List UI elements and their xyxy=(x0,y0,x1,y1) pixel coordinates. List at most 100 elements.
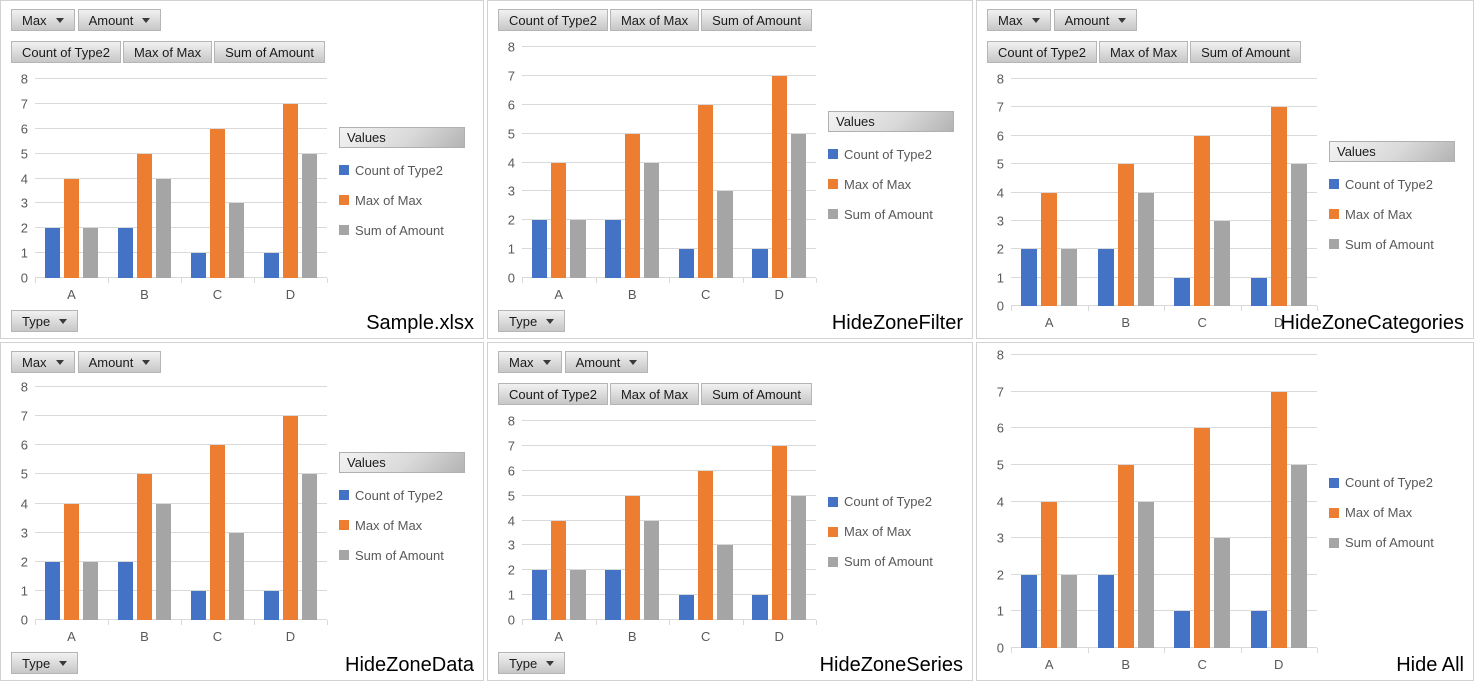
y-axis-tick-label: 4 xyxy=(996,494,1004,509)
bar-max-of-max-a xyxy=(1041,501,1058,648)
bar-count-of-type2-c xyxy=(678,249,695,278)
field-button-count-of-type2[interactable]: Count of Type2 xyxy=(498,9,608,31)
bar-count-of-type2-d xyxy=(752,595,768,620)
legend-item-count-of-type2: Count of Type2 xyxy=(339,488,473,503)
type-field-button-label: Type xyxy=(22,313,51,329)
y-axis-tick-label: 2 xyxy=(507,562,515,578)
x-axis-category-label: A xyxy=(67,629,76,644)
field-button-count-of-type2-label: Count of Type2 xyxy=(509,386,597,402)
legend-item-max-of-max: Max of Max xyxy=(828,524,962,539)
category-group-a xyxy=(1011,79,1088,306)
y-axis-tick-label: 8 xyxy=(507,413,515,429)
legend-swatch-icon xyxy=(339,195,349,205)
field-button-max-of-max-label: Max of Max xyxy=(133,44,202,60)
y-axis-tick-label: 7 xyxy=(996,384,1004,400)
field-button-sum-of-amount-label: Sum of Amount xyxy=(712,386,802,402)
field-button-max-of-max[interactable]: Max of Max xyxy=(609,383,700,405)
gridline xyxy=(35,415,327,417)
bar-max-of-max-d xyxy=(282,103,299,278)
gridline xyxy=(522,619,816,620)
legend-swatch-icon xyxy=(1329,209,1339,219)
legend-item-sum-of-amount: Sum of Amount xyxy=(339,223,473,238)
field-button-max-of-max-label: Max of Max xyxy=(620,386,689,402)
bar-chart: 0 1 2 3 4 5 6 7 8 A B C D xyxy=(11,73,335,304)
filter-button-amount[interactable]: Amount xyxy=(77,9,162,31)
dropdown-arrow-icon xyxy=(142,17,151,23)
bar-count-of-type2-d xyxy=(1250,277,1267,306)
filter-button-amount[interactable]: Amount xyxy=(1053,9,1138,31)
y-axis-tick-label: 8 xyxy=(996,347,1004,363)
gridline xyxy=(1011,573,1317,575)
gridline xyxy=(1011,276,1317,278)
bar-max-of-max-b xyxy=(136,474,153,620)
field-button-count-of-type2[interactable]: Count of Type2 xyxy=(498,383,608,405)
filter-button-max[interactable]: Max xyxy=(987,9,1051,31)
type-field-button[interactable]: Type xyxy=(498,652,566,674)
type-field-button-label: Type xyxy=(509,313,538,329)
category-group-c xyxy=(669,47,743,278)
y-axis-tick-label: 5 xyxy=(20,466,28,482)
bar-chart: 0 1 2 3 4 5 6 7 8 A B C D xyxy=(987,347,1325,674)
legend-swatch-icon xyxy=(1329,477,1339,488)
filter-button-max[interactable]: Max xyxy=(498,351,562,373)
dropdown-arrow-icon xyxy=(55,17,64,23)
panel-hidezonefilter: Count of Type2 Max of Max Sum of Amount 0 1… xyxy=(487,0,973,339)
type-field-button[interactable]: Type xyxy=(498,310,566,332)
values-field-button[interactable]: Values xyxy=(339,126,465,148)
values-field-button[interactable]: Values xyxy=(1329,140,1455,162)
legend-label: Count of Type2 xyxy=(844,146,932,162)
gridline xyxy=(522,132,816,134)
bar-max-of-max-a xyxy=(551,162,567,278)
filter-button-max[interactable]: Max xyxy=(11,351,75,373)
field-button-sum-of-amount[interactable]: Sum of Amount xyxy=(701,383,813,405)
type-field-button[interactable]: Type xyxy=(11,310,79,332)
y-axis-tick-label: 3 xyxy=(20,195,28,211)
values-field-button[interactable]: Values xyxy=(828,110,954,132)
field-button-sum-of-amount[interactable]: Sum of Amount xyxy=(701,9,813,31)
bar-max-of-max-d xyxy=(1270,107,1287,306)
bar-sum-of-amount-a xyxy=(1061,574,1078,648)
legend-items: Count of Type2 Max of Max Sum of Amount xyxy=(1329,475,1463,550)
field-button-sum-of-amount[interactable]: Sum of Amount xyxy=(1190,41,1302,63)
plot-area xyxy=(522,420,817,625)
plot-area xyxy=(1011,354,1318,653)
plot-area xyxy=(35,78,328,283)
legend-item-sum-of-amount: Sum of Amount xyxy=(1329,237,1463,252)
field-button-max-of-max[interactable]: Max of Max xyxy=(122,41,213,63)
x-axis-category-label: D xyxy=(285,629,296,644)
chart-legend: Values Count of Type2 Max of Max Sum of Am… xyxy=(335,126,473,253)
bar-sum-of-amount-b xyxy=(156,178,172,278)
filter-buttons-row: Max Amount xyxy=(11,9,473,31)
bar-sum-of-amount-d xyxy=(302,153,318,278)
field-button-count-of-type2[interactable]: Count of Type2 xyxy=(11,41,121,63)
y-axis-tick-label: 5 xyxy=(507,488,515,504)
type-field-button[interactable]: Type xyxy=(11,652,79,674)
filter-button-max-label: Max xyxy=(22,12,47,28)
bar-count-of-type2-c xyxy=(678,595,695,620)
filter-button-max[interactable]: Max xyxy=(11,9,75,31)
filter-button-amount[interactable]: Amount xyxy=(77,351,162,373)
filter-button-amount[interactable]: Amount xyxy=(564,351,649,373)
field-button-max-of-max[interactable]: Max of Max xyxy=(609,9,700,31)
y-axis-tick-label: 6 xyxy=(507,97,515,113)
y-axis-tick-label: 8 xyxy=(507,39,515,55)
legend-label: Sum of Amount xyxy=(355,222,444,238)
bar-sum-of-amount-a xyxy=(83,228,99,278)
dropdown-arrow-icon xyxy=(546,318,555,324)
values-field-button[interactable]: Values xyxy=(339,451,465,473)
legend-swatch-icon xyxy=(828,526,838,537)
field-button-max-of-max[interactable]: Max of Max xyxy=(1098,41,1189,63)
field-button-count-of-type2[interactable]: Count of Type2 xyxy=(987,41,1097,63)
legend-swatch-icon xyxy=(339,225,349,235)
filter-buttons-row: Max Amount xyxy=(11,351,473,373)
y-axis-tick-label: 0 xyxy=(507,270,515,286)
x-axis-tick xyxy=(181,278,182,283)
x-axis-category-label: A xyxy=(554,629,564,644)
gridline xyxy=(35,386,327,387)
field-button-sum-of-amount[interactable]: Sum of Amount xyxy=(214,41,326,63)
category-group-d xyxy=(1241,355,1318,648)
legend-item-max-of-max: Max of Max xyxy=(1329,505,1463,520)
dropdown-arrow-icon xyxy=(59,660,68,666)
gridline xyxy=(522,277,816,278)
gridline xyxy=(522,190,816,192)
